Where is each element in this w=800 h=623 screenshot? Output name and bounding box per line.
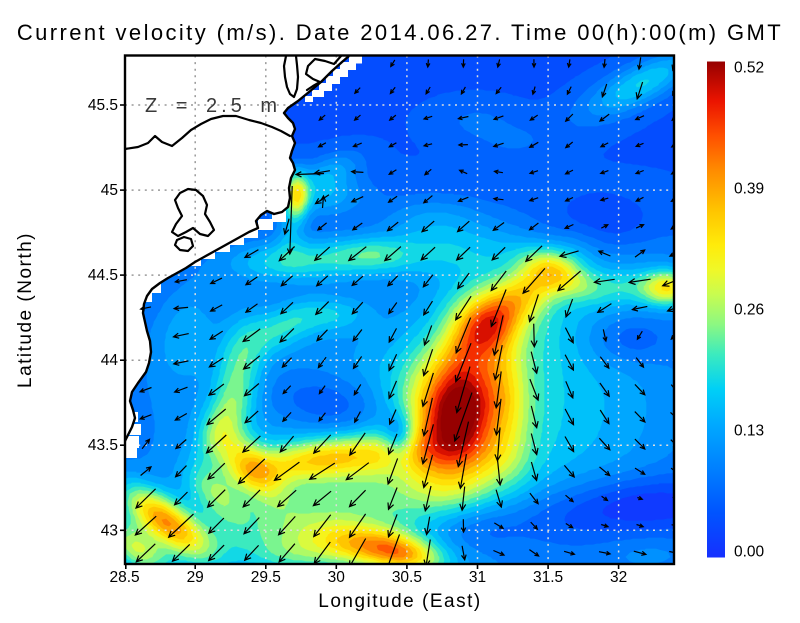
- svg-text:44.5: 44.5: [88, 267, 118, 284]
- svg-text:Longitude (East): Longitude (East): [318, 591, 481, 612]
- svg-text:45.5: 45.5: [88, 97, 118, 114]
- svg-text:0.26: 0.26: [734, 302, 764, 319]
- svg-text:Current velocity (m/s). Date 2: Current velocity (m/s). Date 2014.06.27.…: [17, 20, 783, 45]
- svg-text:Latitude (North): Latitude (North): [15, 232, 36, 388]
- svg-text:28.5: 28.5: [110, 569, 140, 586]
- svg-text:32: 32: [610, 569, 627, 586]
- svg-text:0.13: 0.13: [734, 423, 764, 440]
- svg-text:29: 29: [187, 569, 204, 586]
- svg-text:29.5: 29.5: [251, 569, 281, 586]
- svg-text:30: 30: [328, 569, 346, 586]
- svg-text:44: 44: [101, 352, 119, 369]
- svg-text:0.52: 0.52: [734, 60, 764, 77]
- svg-text:43.5: 43.5: [88, 437, 118, 454]
- svg-text:30.5: 30.5: [392, 569, 422, 586]
- svg-text:31: 31: [469, 569, 486, 586]
- svg-text:31.5: 31.5: [533, 569, 563, 586]
- svg-text:Z = 2.5 m: Z = 2.5 m: [145, 95, 281, 117]
- svg-text:0.00: 0.00: [734, 544, 765, 561]
- svg-text:43: 43: [101, 522, 118, 539]
- svg-text:45: 45: [101, 182, 118, 199]
- svg-text:0.39: 0.39: [734, 181, 764, 198]
